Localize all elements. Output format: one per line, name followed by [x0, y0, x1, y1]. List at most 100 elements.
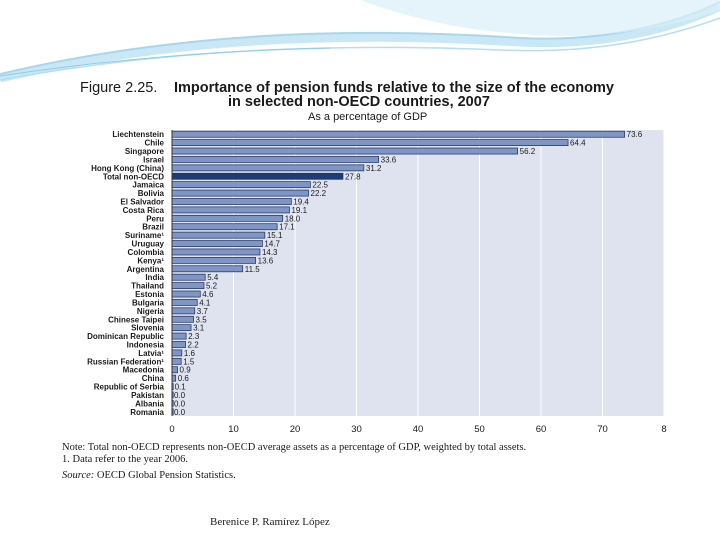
- category-label-9: Costa Rica: [123, 206, 165, 215]
- figure-label: Figure 2.25.: [80, 80, 158, 96]
- bar-11: [171, 223, 278, 231]
- chart-footnote: 1. Data refer to the year 2006.: [62, 454, 188, 465]
- bar-15: [171, 257, 256, 264]
- bar-5: [171, 172, 344, 180]
- value-label-17: 5.4: [207, 273, 219, 282]
- value-label-2: 56.2: [520, 147, 536, 156]
- category-label-12: Suriname¹: [125, 231, 164, 240]
- category-label-8: El Salvador: [120, 198, 164, 207]
- value-label-29: 0.6: [178, 374, 190, 383]
- chart-figure: Figure 2.25. Importance of pension funds…: [48, 74, 670, 486]
- value-label-8: 19.4: [293, 198, 309, 207]
- bar-18: [171, 282, 205, 289]
- bar-17: [171, 273, 206, 281]
- bar-27: [171, 357, 182, 365]
- value-label-1: 64.4: [570, 139, 586, 148]
- bar-26: [171, 349, 183, 357]
- chart-title-line1: Importance of pension funds relative to …: [174, 80, 614, 96]
- value-label-7: 22.2: [311, 189, 327, 198]
- category-label-7: Bolivia: [138, 189, 165, 198]
- value-label-13: 14.7: [264, 240, 280, 249]
- category-label-33: Romania: [130, 408, 164, 417]
- x-tick-label-30: 30: [351, 424, 362, 435]
- category-label-14: Colombia: [128, 248, 165, 257]
- category-label-27: Russian Federation¹: [87, 357, 164, 366]
- value-label-10: 18.0: [285, 214, 301, 223]
- value-label-26: 1.6: [184, 349, 196, 358]
- bar-chart: 0 10 20 30 40 50 60 70 8 Liechtenstein 73.6 Chile 64…: [87, 130, 667, 435]
- bar-0: [171, 130, 625, 138]
- value-label-32: 0.0: [174, 399, 186, 408]
- value-label-18: 5.2: [206, 282, 218, 291]
- x-tick-label-10: 10: [228, 424, 239, 435]
- category-label-18: Thailand: [131, 282, 164, 291]
- category-label-19: Estonia: [135, 290, 164, 299]
- value-label-19: 4.6: [202, 290, 214, 299]
- category-label-13: Uruguay: [132, 240, 165, 249]
- source-label: Source:: [62, 470, 95, 481]
- value-label-23: 3.1: [193, 324, 205, 333]
- value-label-33: 0.0: [174, 408, 186, 417]
- decorative-header-swoosh: [0, 0, 720, 83]
- bar-13: [171, 240, 263, 247]
- category-label-23: Slovenia: [131, 324, 164, 333]
- category-label-11: Brazil: [142, 223, 164, 232]
- bar-25: [171, 341, 186, 348]
- category-label-2: Singapore: [125, 147, 165, 156]
- bar-12: [171, 231, 266, 239]
- x-tick-label-50: 50: [474, 424, 485, 435]
- value-label-3: 33.6: [381, 155, 397, 164]
- x-tick-label-70: 70: [597, 424, 608, 435]
- category-label-24: Dominican Republic: [87, 332, 164, 341]
- bar-16: [171, 265, 244, 273]
- bar-23: [171, 324, 192, 332]
- x-tick-label-40: 40: [413, 424, 424, 435]
- bar-19: [171, 290, 201, 298]
- bar-21: [171, 307, 196, 315]
- bar-28: [171, 366, 178, 374]
- value-label-27: 1.5: [183, 357, 195, 366]
- chart-note: Note: Total non-OECD represents non-OECD…: [62, 442, 527, 453]
- category-label-28: Macedonia: [123, 366, 165, 375]
- bar-3: [171, 156, 379, 163]
- value-label-24: 2.3: [188, 332, 200, 341]
- x-tick-label-20: 20: [290, 424, 301, 435]
- value-label-15: 13.6: [258, 256, 274, 265]
- category-label-20: Bulgaria: [132, 298, 165, 307]
- bar-20: [171, 299, 198, 306]
- value-label-21: 3.7: [197, 307, 209, 316]
- x-tick-label-80: 8: [661, 424, 666, 435]
- bar-9: [171, 206, 290, 214]
- chart-subtitle: As a percentage of GDP: [308, 111, 428, 123]
- category-label-1: Chile: [144, 139, 164, 148]
- category-label-22: Chinese Taipei: [108, 315, 164, 324]
- category-label-26: Latvia¹: [138, 349, 164, 358]
- source-text: OECD Global Pension Statistics.: [96, 470, 236, 481]
- bar-6: [171, 181, 311, 189]
- bar-1: [171, 139, 569, 146]
- value-label-11: 17.1: [279, 223, 295, 232]
- value-label-6: 22.5: [312, 181, 328, 190]
- bar-4: [171, 164, 365, 172]
- value-label-4: 31.2: [366, 164, 382, 173]
- bar-10: [171, 214, 284, 222]
- category-label-5: Total non-OECD: [103, 172, 164, 181]
- value-label-31: 0.0: [174, 391, 186, 400]
- category-label-25: Indonesia: [127, 341, 165, 350]
- category-label-30: Republic of Serbia: [94, 383, 165, 392]
- value-label-0: 73.6: [627, 130, 643, 139]
- bar-7: [171, 189, 309, 197]
- category-label-0: Liechtenstein: [112, 130, 164, 139]
- bar-2: [171, 147, 518, 155]
- category-label-31: Pakistan: [131, 391, 164, 400]
- category-label-21: Nigeria: [137, 307, 165, 316]
- value-label-25: 2.2: [188, 341, 200, 350]
- value-label-20: 4.1: [199, 298, 211, 307]
- category-label-4: Hong Kong (China): [91, 164, 164, 173]
- value-label-30: 0.1: [175, 383, 187, 392]
- bar-29: [171, 374, 177, 382]
- chart-title-line2: in selected non-OECD countries, 2007: [228, 94, 490, 110]
- value-label-16: 11.5: [245, 265, 261, 274]
- value-label-22: 3.5: [196, 315, 208, 324]
- category-label-16: Argentina: [127, 265, 165, 274]
